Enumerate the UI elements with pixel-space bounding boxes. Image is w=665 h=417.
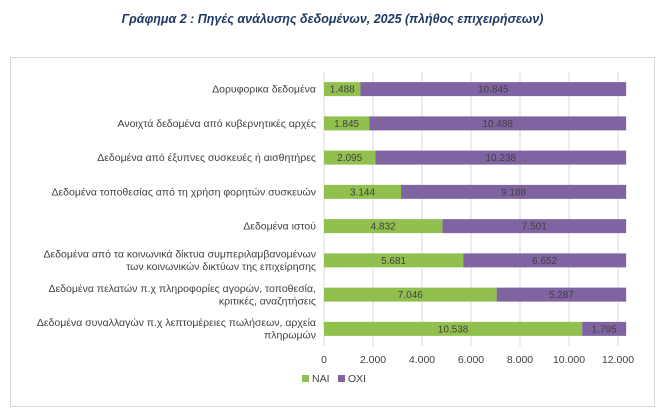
category-label: Δεδομένα από έξυπνες συσκευές ή αισθητήρ…	[97, 152, 316, 164]
bar-oxi	[442, 219, 627, 234]
bar-oxi	[401, 184, 627, 199]
bar-nai	[324, 321, 583, 336]
legend-swatch-nai	[302, 375, 309, 382]
x-tick-label: 6.000	[458, 354, 484, 366]
bar-nai	[324, 116, 370, 131]
legend-label: ΟΧΙ	[348, 373, 366, 385]
data-label: 10.488	[482, 119, 513, 130]
x-tick-label: 10.000	[553, 354, 585, 366]
bar-nai	[324, 82, 361, 97]
data-label: 2.095	[337, 153, 362, 164]
category-label: Δεδομένα από τα κοινωνικά δίκτυα συμπερι…	[44, 249, 317, 261]
data-label: 10.538	[438, 324, 469, 335]
bar-nai	[324, 219, 443, 234]
bar-nai	[324, 184, 402, 199]
data-label: 7.046	[398, 290, 423, 301]
data-label: 6.652	[532, 256, 557, 267]
x-tick-label: 12.000	[602, 354, 634, 366]
data-label: 10.238	[485, 153, 516, 164]
data-label: 10.845	[478, 85, 509, 96]
data-label: 5.287	[549, 290, 574, 301]
category-label: πληρωμών	[264, 330, 316, 342]
category-label: κριτικές, αναζητήσεις	[219, 295, 316, 307]
category-label: Δεδομένα ιστού	[243, 221, 316, 233]
data-label: 5.681	[381, 256, 406, 267]
bar-oxi	[360, 82, 627, 97]
data-label: 1.488	[330, 85, 355, 96]
category-label: Δεδομένα πελατών π.χ πληροφορίες αγορών,…	[48, 283, 316, 295]
category-label: των κοινωνικών δικτύων της επιχείρησης	[126, 261, 316, 273]
category-label: Δεδομένα τοποθεσίας από τη χρήση φορητών…	[51, 186, 316, 198]
x-tick-label: 0	[321, 354, 327, 366]
bar-oxi	[369, 116, 627, 131]
chart-frame	[10, 57, 655, 407]
legend-swatch-oxi	[338, 375, 345, 382]
bar-nai	[324, 253, 464, 268]
x-tick-label: 4.000	[409, 354, 435, 366]
data-label: 1.845	[334, 119, 359, 130]
x-tick-label: 8.000	[507, 354, 533, 366]
data-label: 1.795	[592, 324, 617, 335]
bar-oxi	[463, 253, 627, 268]
legend-label: ΝΑΙ	[312, 373, 330, 385]
bar-oxi	[582, 321, 627, 336]
data-label: 9.188	[501, 187, 526, 198]
category-label: Ανοιχτά δεδομένα από κυβερνητικές αρχές	[118, 118, 316, 130]
category-label: Δεδομένα συναλλαγών π.χ λεπτομέρειες πωλ…	[37, 317, 316, 329]
data-label: 3.144	[350, 187, 375, 198]
bar-nai	[324, 150, 376, 165]
bar-oxi	[375, 150, 627, 165]
category-label: Δορυφορικα δεδομένα	[212, 84, 316, 96]
bar-oxi	[496, 287, 627, 302]
x-tick-label: 2.000	[360, 354, 386, 366]
data-label: 4.832	[371, 222, 396, 233]
data-label: 7.501	[522, 222, 547, 233]
bar-nai	[324, 287, 497, 302]
chart-title: Γράφημα 2 : Πηγές ανάλυσης δεδομένων, 20…	[121, 12, 544, 26]
